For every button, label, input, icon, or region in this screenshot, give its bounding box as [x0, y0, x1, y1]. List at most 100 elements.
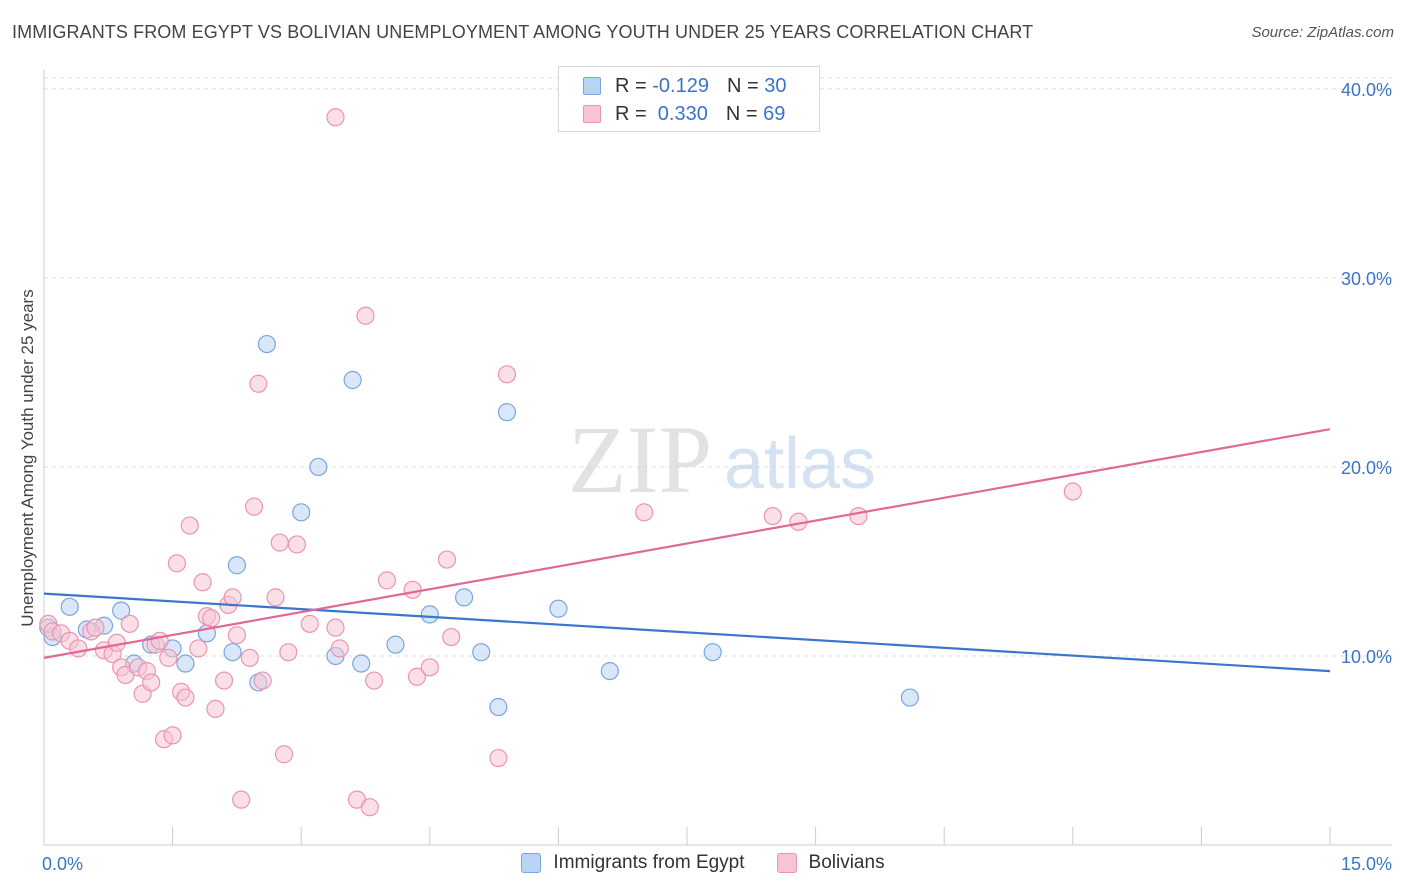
trend-line-egypt	[43, 592, 1331, 673]
legend-row-bolivians: R = 0.330 N = 69	[583, 101, 785, 127]
point-egypt	[352, 654, 371, 673]
point-egypt	[223, 643, 242, 662]
point-bolivians	[635, 503, 654, 522]
legend-label-bolivians: Bolivians	[808, 852, 885, 873]
point-egypt	[489, 697, 508, 717]
watermark: ZIP atlas	[568, 406, 876, 513]
point-bolivians	[150, 631, 169, 650]
point-bolivians	[249, 374, 268, 393]
point-bolivians	[159, 648, 178, 667]
point-bolivians	[167, 554, 186, 573]
point-bolivians	[120, 614, 139, 633]
point-bolivians	[227, 626, 246, 645]
point-bolivians	[202, 609, 221, 628]
point-bolivians	[442, 627, 461, 647]
point-bolivians	[69, 639, 88, 658]
x-tick-label-min: 0.0%	[42, 854, 83, 874]
trend-lines	[43, 428, 1331, 673]
y-tick-label: 40.0%	[1341, 80, 1392, 100]
point-bolivians	[180, 516, 199, 535]
point-egypt	[386, 635, 405, 654]
point-egypt	[257, 334, 277, 354]
point-bolivians	[1063, 482, 1082, 501]
axes	[43, 70, 1392, 846]
point-bolivians	[437, 550, 457, 569]
x-tick-label-max: 15.0%	[1341, 854, 1392, 874]
point-egypt	[60, 597, 79, 616]
legend-item-bolivians[interactable]: Bolivians	[776, 852, 885, 874]
watermark-zip: ZIP	[568, 406, 712, 513]
point-egypt	[497, 403, 517, 422]
point-bolivians	[193, 573, 212, 592]
legend-label-egypt: Immigrants from Egypt	[553, 852, 745, 873]
source-label: Source: ZipAtlas.com	[1251, 24, 1394, 41]
point-bolivians	[270, 533, 289, 552]
point-bolivians	[176, 688, 195, 707]
point-bolivians	[356, 306, 375, 325]
point-bolivians	[360, 798, 379, 817]
n-label: N =	[725, 102, 758, 125]
point-bolivians	[377, 571, 397, 590]
y-tick-label: 20.0%	[1341, 458, 1392, 478]
point-egypt	[343, 370, 362, 390]
point-bolivians	[326, 108, 345, 127]
point-bolivians	[189, 639, 208, 658]
r-value: -0.129	[652, 74, 709, 97]
point-bolivians	[489, 748, 508, 768]
point-egypt	[600, 661, 619, 681]
points	[39, 108, 1082, 817]
point-bolivians	[364, 671, 384, 690]
watermark-atlas: atlas	[724, 424, 876, 504]
point-bolivians	[244, 497, 264, 516]
point-bolivians	[326, 618, 345, 637]
point-egypt	[176, 654, 195, 673]
legend-swatch-egypt	[583, 77, 601, 95]
y-axis-label: Unemployment Among Youth under 25 years	[18, 289, 37, 627]
point-egypt	[227, 556, 246, 575]
point-bolivians	[420, 658, 439, 677]
point-egypt	[900, 688, 920, 707]
n-label: N =	[726, 74, 759, 97]
legend-row-egypt: R = -0.129 N = 30	[583, 73, 786, 99]
point-bolivians	[300, 614, 319, 633]
point-bolivians	[240, 648, 259, 667]
r-label: R =	[615, 102, 647, 125]
point-egypt	[703, 643, 722, 662]
legend-swatch-bolivians	[776, 853, 797, 873]
point-egypt	[292, 503, 311, 522]
chart-title: IMMIGRANTS FROM EGYPT VS BOLIVIAN UNEMPL…	[12, 22, 1034, 42]
point-bolivians	[330, 639, 349, 658]
legend-item-egypt[interactable]: Immigrants from Egypt	[521, 852, 745, 874]
gridlines	[44, 77, 1392, 657]
point-bolivians	[232, 790, 251, 809]
point-bolivians	[163, 726, 182, 745]
point-bolivians	[279, 643, 298, 662]
tick-labels: 10.0% 20.0% 30.0% 40.0% 0.0% 15.0%	[42, 80, 1392, 874]
point-bolivians	[407, 667, 427, 686]
point-egypt	[454, 588, 474, 607]
r-label: R =	[615, 74, 647, 97]
point-bolivians	[214, 671, 234, 690]
trend-line-bolivians	[43, 428, 1331, 659]
y-tick-label: 10.0%	[1341, 647, 1392, 667]
n-value: 69	[763, 102, 786, 125]
point-bolivians	[849, 506, 868, 526]
point-bolivians	[253, 671, 272, 690]
y-tick-label: 30.0%	[1341, 269, 1392, 289]
legend-swatch-egypt	[521, 853, 542, 873]
point-bolivians	[142, 673, 161, 692]
point-bolivians	[266, 588, 285, 607]
legend-swatch-bolivians	[583, 105, 601, 123]
point-bolivians	[274, 745, 294, 764]
series-legend: Immigrants from Egypt Bolivians	[0, 852, 1406, 874]
r-value: 0.330	[652, 102, 708, 125]
point-egypt	[549, 599, 568, 618]
point-bolivians	[86, 618, 105, 637]
point-bolivians	[763, 506, 782, 526]
n-value: 30	[764, 74, 787, 97]
point-bolivians	[206, 699, 225, 719]
point-bolivians	[403, 580, 422, 599]
point-egypt	[420, 605, 439, 624]
point-egypt	[112, 601, 131, 620]
